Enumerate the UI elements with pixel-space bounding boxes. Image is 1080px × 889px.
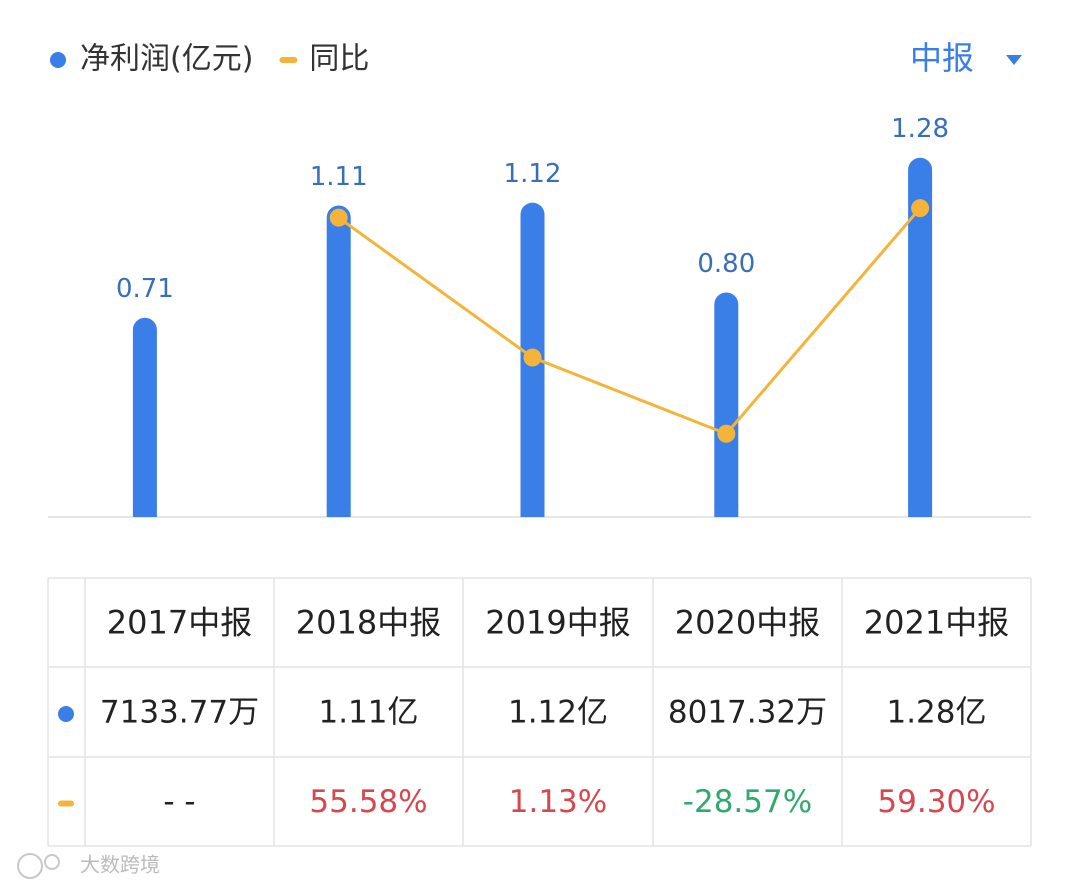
table-header: 2017中报 xyxy=(107,604,252,642)
watermark: 大数跨境 xyxy=(80,853,160,877)
table-cell: 7133.77万 xyxy=(100,695,259,731)
legend-marker xyxy=(50,52,66,68)
table-cell: 1.11亿 xyxy=(318,695,418,731)
table-header: 2020中报 xyxy=(675,604,820,642)
watermark-logo xyxy=(44,854,60,870)
table-header: 2019中报 xyxy=(485,604,630,642)
value-label: 0.80 xyxy=(697,249,755,279)
legend-label: 同比 xyxy=(309,42,369,77)
legend-marker xyxy=(279,57,298,63)
table-cell: 55.58% xyxy=(309,784,427,820)
bar xyxy=(908,157,933,517)
bar-base xyxy=(326,505,351,517)
table-cell: 1.28亿 xyxy=(886,695,986,731)
period-selector[interactable]: 中报 xyxy=(910,39,974,77)
table-cell: 59.30% xyxy=(877,784,995,820)
bar-base xyxy=(520,505,545,517)
dropdown-arrow[interactable] xyxy=(1006,55,1022,65)
row-marker xyxy=(58,706,74,722)
line-point xyxy=(911,199,930,218)
row-marker xyxy=(58,800,74,807)
value-label: 1.28 xyxy=(891,114,949,144)
bar xyxy=(326,205,351,517)
line-point xyxy=(717,424,736,443)
line-point xyxy=(523,348,542,367)
value-label: 0.71 xyxy=(116,274,174,304)
value-label: 1.11 xyxy=(310,162,368,192)
watermark-logo xyxy=(17,853,43,879)
legend-label: 净利润(亿元) xyxy=(80,42,253,77)
bar-base xyxy=(132,505,157,517)
table-header: 2021中报 xyxy=(864,604,1009,642)
line xyxy=(337,207,922,436)
line-point xyxy=(329,208,348,227)
bar-base xyxy=(714,505,739,517)
table-cell: 1.13% xyxy=(509,784,607,820)
table-cell: -28.57% xyxy=(683,784,812,820)
table-cell: - - xyxy=(163,784,195,820)
bar xyxy=(714,292,739,517)
table-cell: 1.12亿 xyxy=(508,695,608,731)
bar xyxy=(132,317,157,517)
table-header: 2018中报 xyxy=(296,604,441,642)
bar-base xyxy=(908,505,933,517)
table-cell: 8017.32万 xyxy=(668,695,827,731)
value-label: 1.12 xyxy=(504,159,562,189)
